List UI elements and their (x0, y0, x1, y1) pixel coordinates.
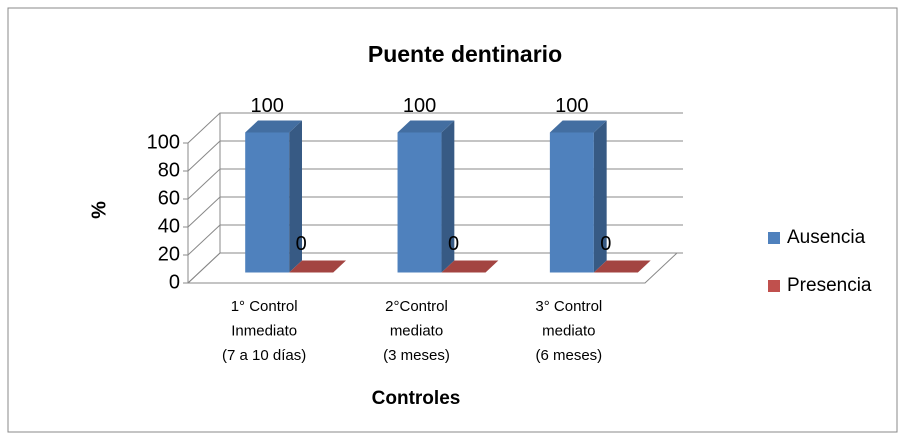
grid-line (187, 252, 683, 284)
x-tick-label: (3 meses) (383, 347, 450, 364)
chart-title: Puente dentinario (368, 41, 562, 67)
x-tick-label: (7 a 10 días) (222, 347, 306, 364)
grid-line (187, 112, 683, 144)
data-label: 0 (448, 233, 459, 255)
bar-top (289, 260, 346, 273)
bar-top (549, 120, 607, 133)
bar-top (397, 120, 455, 133)
y-tick-label: 0 (169, 271, 180, 293)
bar-front (397, 132, 442, 273)
x-axis-label: Controles (372, 388, 461, 409)
legend-swatch (768, 232, 780, 244)
bar-side (289, 120, 302, 273)
bar-top (245, 120, 302, 133)
data-label: 0 (296, 233, 307, 255)
grid-line (187, 224, 683, 256)
x-tick-label: Inmediato (231, 322, 297, 339)
y-axis-label: % (88, 201, 110, 219)
y-tick-label: 100 (147, 131, 180, 153)
data-label: 0 (600, 233, 611, 255)
bar-front (245, 132, 290, 273)
x-tick-label: 2°Control (385, 298, 448, 315)
y-tick-label: 80 (158, 159, 180, 181)
x-tick-label: mediato (542, 322, 595, 339)
x-tick-label: mediato (390, 322, 443, 339)
data-label: 100 (403, 95, 436, 117)
y-tick-label: 20 (158, 243, 180, 265)
legend-swatch (768, 280, 780, 292)
bar-side (593, 120, 607, 273)
x-tick-label: (6 meses) (535, 347, 602, 364)
bar-front (549, 132, 594, 273)
legend-label: Ausencia (787, 227, 866, 248)
grid-line (187, 140, 683, 172)
legend-label: Presencia (787, 275, 872, 296)
bar-top (441, 260, 499, 273)
bar-top (593, 260, 651, 273)
grid-line (187, 196, 683, 228)
data-label: 100 (555, 95, 588, 117)
x-tick-label: 1° Control (231, 298, 298, 315)
bar-side (441, 120, 455, 273)
y-tick-label: 40 (158, 215, 180, 237)
grid-line (187, 168, 683, 200)
y-tick-label: 60 (158, 187, 180, 209)
x-tick-label: 3° Control (535, 298, 602, 315)
data-label: 100 (251, 95, 284, 117)
